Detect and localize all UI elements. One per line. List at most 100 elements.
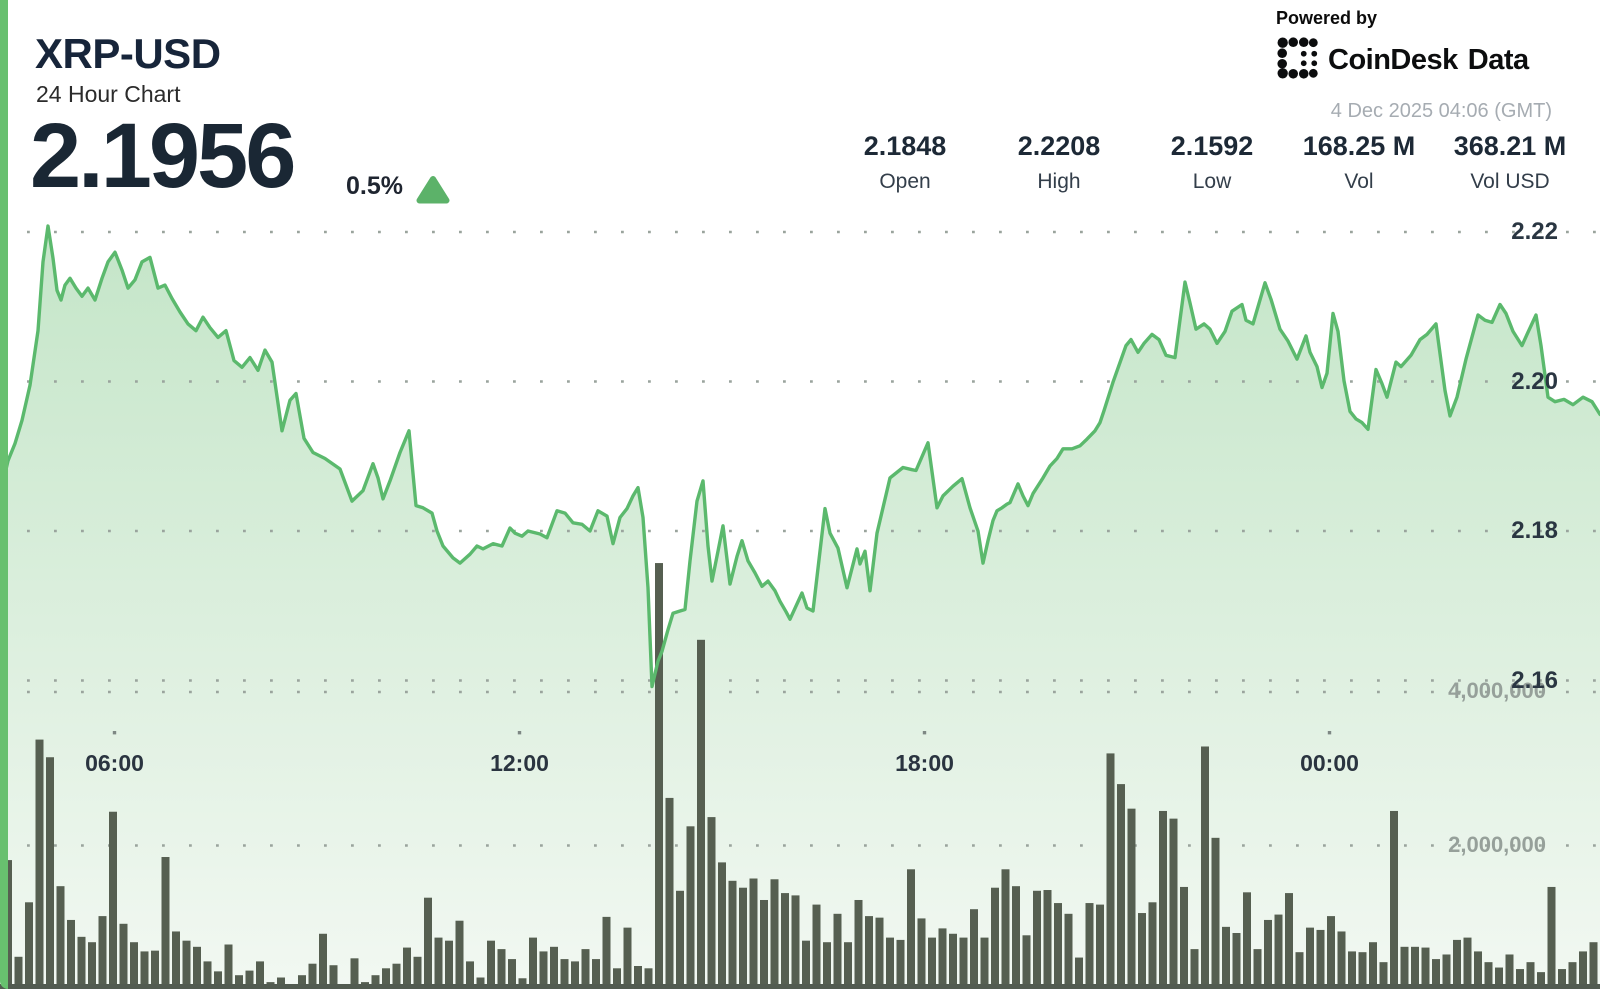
volume-bar (938, 928, 947, 989)
stat-low: 2.1592 Low (1127, 131, 1297, 194)
x-axis-time-label: 12:00 (490, 750, 549, 776)
volume-bar (235, 975, 243, 989)
volume-bar (1274, 914, 1283, 989)
volume-bar (434, 937, 443, 989)
chart-subtitle: 24 Hour Chart (36, 81, 181, 107)
volume-bar (445, 940, 453, 989)
volume-bar (1201, 746, 1209, 989)
volume-bar (781, 893, 789, 989)
volume-bar (1085, 903, 1094, 989)
volume-bar (1327, 916, 1335, 989)
volume-bar (760, 899, 768, 989)
x-axis-time-label: 06:00 (85, 750, 144, 776)
volume-bar (907, 869, 915, 989)
volume-bar (329, 965, 338, 989)
volume-bar (130, 942, 138, 989)
volume-bar (508, 959, 516, 989)
volume-bar (466, 961, 474, 989)
volume-bar (1211, 837, 1220, 989)
volume-bar (1169, 818, 1178, 989)
volume-bar (1054, 903, 1062, 989)
volume-bar (886, 937, 894, 989)
volume-bar (1589, 942, 1598, 989)
volume-bar (350, 958, 359, 989)
volume-bar (770, 879, 779, 989)
y-axis-volume-label: 4,000,000 (1448, 678, 1546, 703)
volume-bar (1547, 886, 1556, 989)
chart-timestamp: 4 Dec 2025 04:06 (GMT) (1330, 100, 1552, 122)
volume-bar (1379, 962, 1388, 989)
volume-bar (14, 956, 23, 989)
volume-bar (298, 975, 306, 989)
stat-open-value: 2.1848 (863, 131, 947, 161)
volume-bar (896, 939, 905, 989)
volume-bar (833, 913, 842, 989)
volume-bar (665, 797, 674, 989)
stat-vol-usd-value: 368.21 M (1453, 131, 1567, 161)
volume-bar (1243, 892, 1251, 989)
volume-bar (1012, 886, 1020, 989)
volume-bar (592, 959, 600, 989)
volume-bar (1400, 946, 1409, 989)
volume-bar (1411, 946, 1419, 989)
volume-bar (1337, 931, 1346, 989)
y-axis-volume-label: 2,000,000 (1448, 831, 1546, 857)
change-percent: 0.5% (346, 172, 403, 200)
stat-open: 2.1848 Open (820, 131, 990, 194)
price-area-fill (0, 226, 1600, 989)
volume-bar (88, 942, 96, 989)
x-axis-time-label: 00:00 (1300, 750, 1359, 776)
volume-bar (1285, 893, 1293, 989)
stat-high-label: High (1037, 170, 1081, 194)
y-axis-price-label: 2.18 (1511, 517, 1558, 544)
volume-bar (403, 947, 411, 989)
volume-bar (917, 918, 926, 989)
volume-bar (203, 961, 212, 989)
volume-bar (77, 936, 86, 989)
volume-bar (1106, 753, 1115, 989)
volume-bar (1316, 929, 1325, 989)
volume-bar (991, 887, 999, 989)
volume-bar (487, 940, 495, 989)
volume-bar (46, 757, 54, 989)
volume-bar (1505, 954, 1514, 989)
volume-bar (109, 811, 117, 989)
stat-high: 2.2208 High (974, 131, 1144, 194)
coindesk-logo[interactable]: CoinDesk Data (1276, 36, 1554, 85)
volume-bar (980, 937, 989, 989)
volume-bar (1232, 932, 1241, 989)
volume-bar (1033, 890, 1041, 989)
volume-bar (718, 862, 726, 989)
volume-bar (193, 946, 201, 989)
volume-bar (245, 970, 254, 989)
volume-bar (476, 977, 485, 989)
volume-bar (424, 897, 432, 989)
volume-bar (1190, 949, 1199, 989)
volume-bar (1138, 913, 1146, 989)
volume-bar (1579, 951, 1587, 989)
y-axis-price-label: 2.16 (1511, 666, 1558, 694)
volume-bar (1159, 810, 1167, 989)
y-axis-price-label: 2.20 (1511, 367, 1558, 395)
volume-bar (4, 860, 12, 989)
volume-bar (791, 895, 800, 989)
volume-bar (1306, 927, 1314, 989)
volume-bar (812, 904, 821, 989)
volume-bar (455, 920, 464, 989)
volume-bar (413, 956, 422, 989)
volume-bar (623, 927, 632, 989)
volume-bar (1348, 951, 1356, 989)
x-tick-dot (517, 731, 522, 735)
volume-bar (56, 886, 65, 989)
volume-bar (214, 971, 222, 989)
volume-bar (697, 639, 705, 989)
volume-bar (1295, 952, 1304, 989)
volume-bar (1075, 957, 1083, 989)
volume-bar (1148, 902, 1157, 989)
volume-bar (518, 978, 527, 989)
volume-bar (823, 942, 831, 989)
x-tick-dot (922, 731, 927, 735)
volume-bar (1264, 919, 1272, 989)
